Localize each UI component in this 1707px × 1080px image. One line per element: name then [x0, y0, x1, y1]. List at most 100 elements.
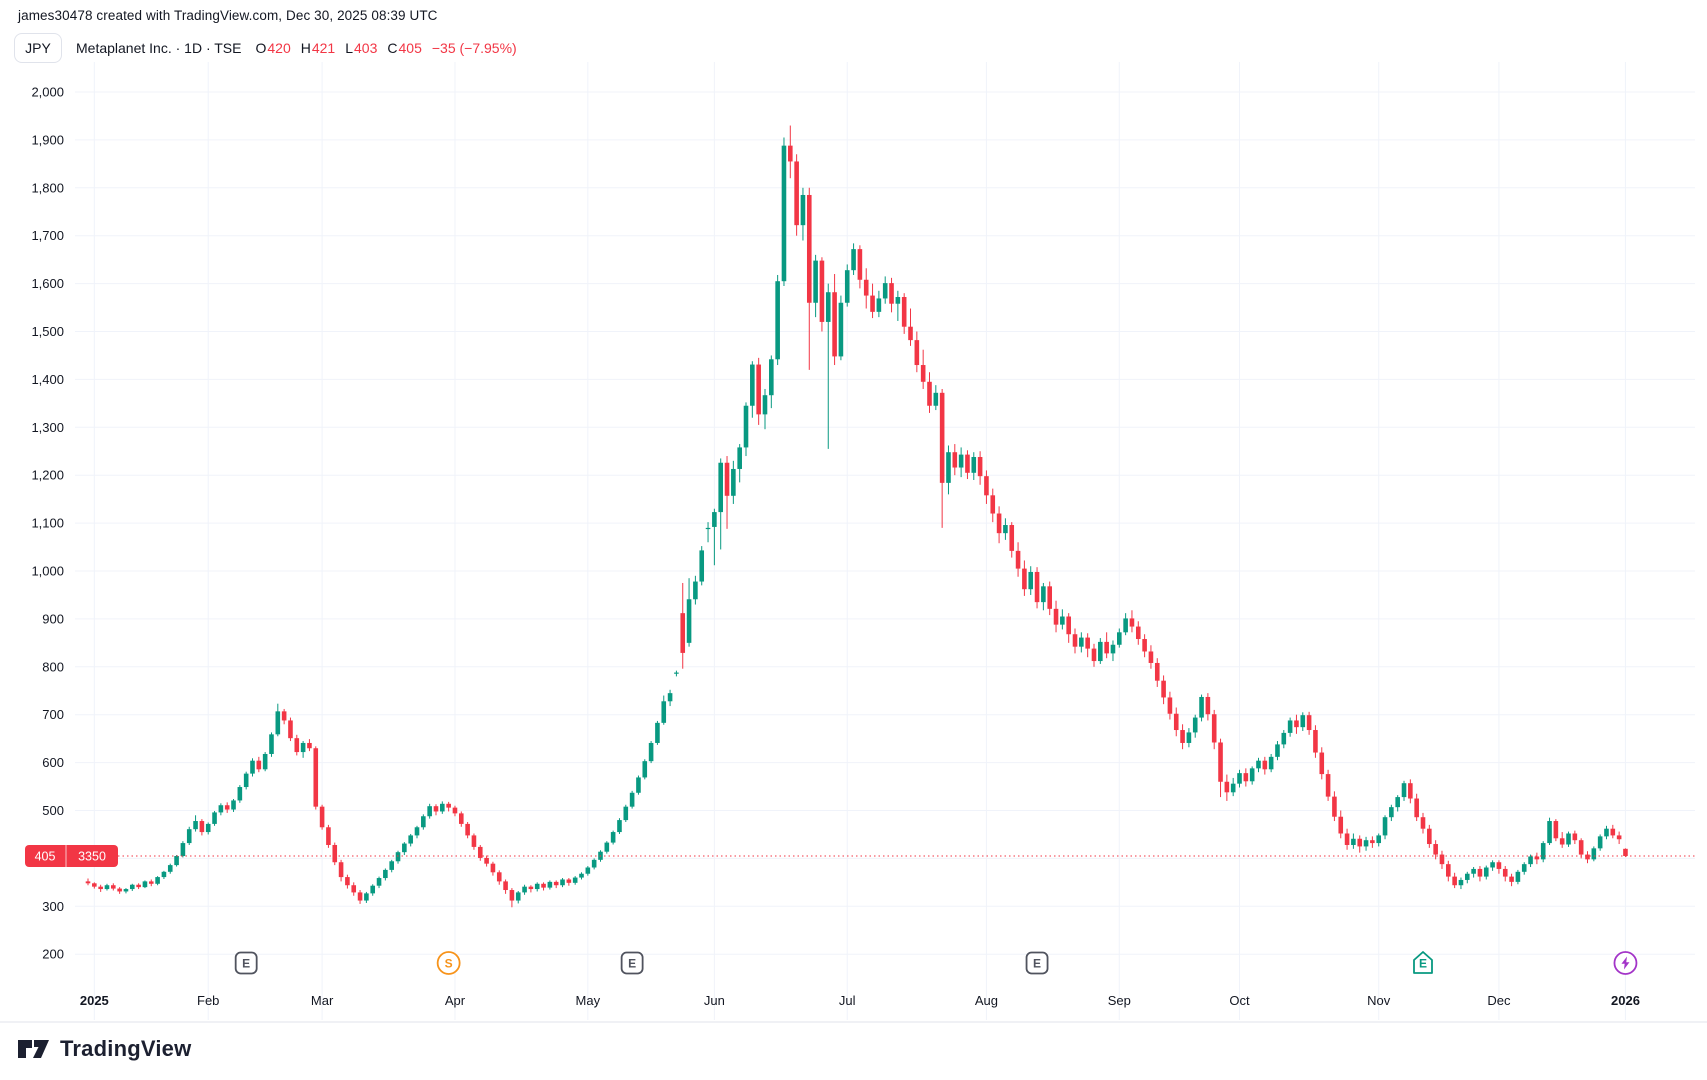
symbol-title[interactable]: Metaplanet Inc. · 1D · TSE — [76, 40, 242, 56]
price-axis-label: 1,800 — [31, 180, 64, 195]
candle-down — [1325, 774, 1331, 797]
candle-down — [1344, 833, 1350, 845]
candle-up — [1566, 833, 1571, 845]
tradingview-logo[interactable]: TradingView — [17, 1036, 191, 1062]
candle-up — [1389, 807, 1394, 818]
earnings-marker[interactable]: E — [1025, 951, 1049, 975]
candle-down — [1085, 637, 1090, 649]
candle-up — [705, 527, 711, 530]
candle-up — [180, 843, 186, 857]
candle-up — [667, 693, 673, 702]
attribution-text: james30478 created with TradingView.com,… — [18, 8, 438, 23]
candle-up — [800, 194, 806, 226]
candle-up — [610, 832, 616, 843]
candle-up — [269, 734, 274, 754]
candle-up — [440, 803, 445, 812]
candle-up — [718, 462, 723, 513]
candle-up — [1028, 571, 1034, 590]
candle-up — [876, 298, 882, 312]
candle-up — [522, 886, 527, 893]
candle-up — [629, 792, 635, 807]
candle-up — [648, 742, 654, 762]
candle-up — [642, 761, 648, 778]
price-axis-label: 900 — [42, 611, 64, 626]
split-marker[interactable]: S — [436, 951, 461, 975]
candle-down — [870, 295, 875, 312]
candle-up — [1079, 637, 1084, 647]
close-value: 405 — [398, 40, 422, 56]
candle-up — [1186, 732, 1192, 743]
candle-up — [300, 742, 306, 753]
candle-up — [1351, 838, 1356, 845]
candle-up — [547, 881, 553, 888]
candle-down — [294, 738, 300, 753]
candle-up — [1110, 644, 1116, 654]
close-label: C — [387, 40, 398, 56]
candle-up — [1382, 817, 1388, 836]
svg-text:E: E — [1033, 957, 1041, 971]
candle-down — [1370, 840, 1375, 844]
candle-up — [674, 672, 679, 674]
currency-button[interactable]: JPY — [14, 33, 62, 63]
upcoming-earnings-marker[interactable]: E — [1413, 951, 1433, 974]
candle-up — [1117, 632, 1122, 645]
candle-down — [332, 844, 338, 863]
time-axis-label: May — [576, 993, 601, 1008]
candle-up — [769, 359, 774, 396]
candle-up — [1490, 862, 1495, 868]
candle-down — [990, 495, 996, 514]
candle-up — [762, 395, 768, 415]
candle-up — [693, 581, 698, 600]
candle-up — [775, 281, 780, 360]
candle-down — [1224, 781, 1230, 793]
candle-down — [1414, 798, 1419, 818]
price-axis-label: 500 — [42, 803, 64, 818]
candle-down — [1332, 796, 1337, 817]
candle-down — [1306, 715, 1312, 731]
candle-up — [825, 292, 831, 322]
candle-down — [1446, 864, 1451, 877]
candle-up — [205, 823, 211, 833]
candle-down — [1173, 713, 1179, 731]
candle-down — [1357, 838, 1363, 847]
price-axis[interactable] — [0, 62, 74, 940]
candle-up — [395, 852, 401, 862]
candle-up — [623, 806, 629, 821]
candle-up — [958, 454, 964, 468]
candle-up — [617, 820, 622, 833]
time-axis-label: Oct — [1229, 993, 1250, 1008]
candle-up — [636, 777, 641, 793]
candle-down — [1180, 730, 1185, 743]
candle-up — [376, 878, 382, 886]
svg-text:E: E — [1419, 957, 1427, 971]
event-marker[interactable] — [1613, 951, 1638, 975]
candle-up — [262, 753, 268, 770]
candle-up — [1041, 586, 1046, 603]
candle-down — [1053, 608, 1059, 625]
candle-up — [1098, 641, 1103, 662]
candle-down — [889, 283, 894, 304]
price-axis-label: 1,300 — [31, 420, 64, 435]
candle-up — [572, 877, 578, 883]
candle-down — [1104, 641, 1109, 654]
candle-up — [364, 893, 369, 901]
low-label: L — [345, 40, 354, 56]
candle-down — [1205, 696, 1211, 715]
earnings-marker[interactable]: E — [620, 951, 644, 975]
change-value: −35 (−7.95%) — [431, 40, 517, 56]
candle-down — [1452, 876, 1457, 886]
candle-up — [408, 835, 413, 844]
candle-down — [1047, 586, 1053, 609]
candle-down — [496, 872, 502, 882]
candle-down — [1433, 844, 1438, 855]
candle-down — [1553, 821, 1559, 839]
time-axis-label: Jul — [839, 993, 856, 1008]
earnings-marker[interactable]: E — [234, 951, 258, 975]
candle-up — [731, 468, 736, 496]
time-axis[interactable] — [75, 978, 1705, 1022]
candle-up — [383, 869, 388, 879]
price-axis-label: 1,900 — [31, 132, 64, 147]
candle-down — [927, 381, 932, 406]
candle-up — [534, 883, 540, 890]
